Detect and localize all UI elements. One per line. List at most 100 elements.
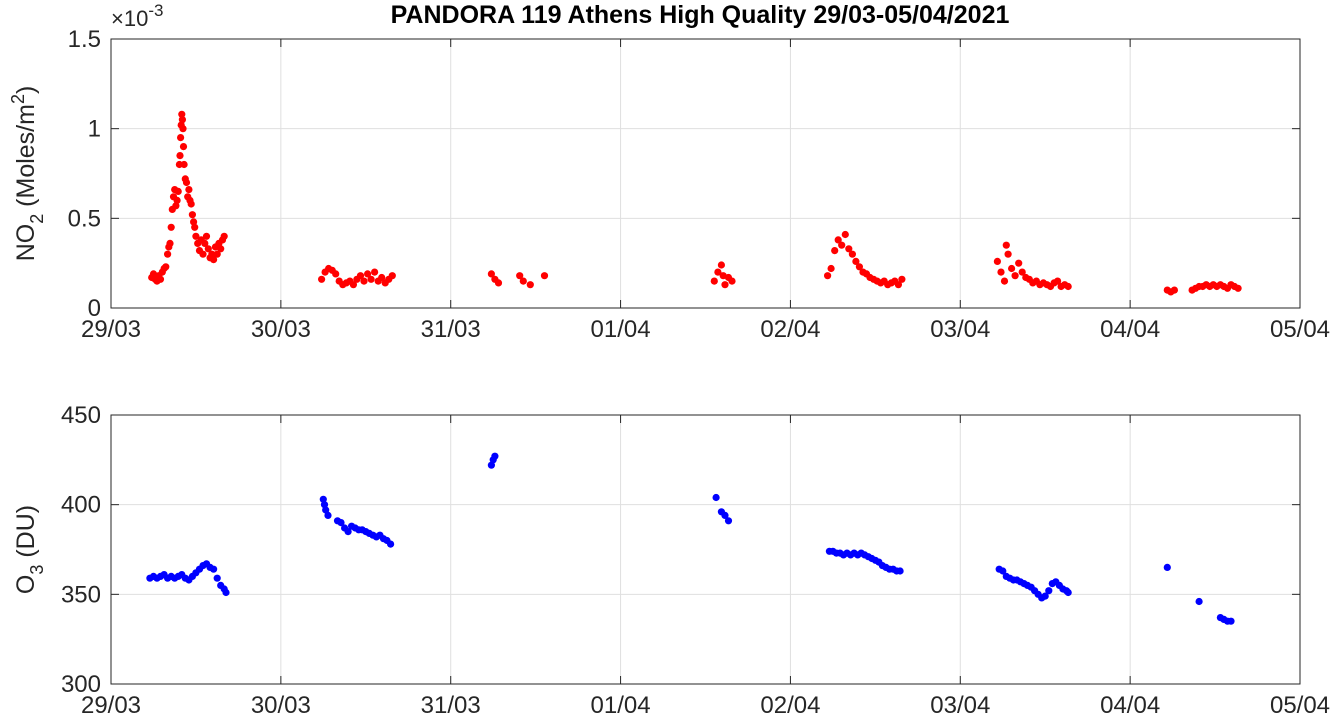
no2-exponent-label: ×10-3 bbox=[111, 1, 163, 31]
no2-data-point bbox=[180, 160, 188, 169]
no2-data-point bbox=[1004, 250, 1012, 258]
o3-xtick-label: 02/04 bbox=[760, 692, 820, 719]
no2-data-point bbox=[841, 230, 849, 239]
no2-data-point bbox=[190, 218, 198, 226]
no2-data-point bbox=[191, 223, 199, 231]
o3-data-point bbox=[1163, 563, 1171, 572]
o3-data-point bbox=[896, 567, 904, 575]
no2-xtick-label: 30/03 bbox=[251, 316, 311, 343]
o3-xtick-label: 31/03 bbox=[421, 692, 481, 719]
o3-panel: 29/03 30/03 31/03 01/04 02/04 03/04 04/04 05/04… bbox=[12, 402, 1330, 719]
no2-data-point bbox=[1054, 277, 1062, 285]
o3-data-point bbox=[222, 588, 230, 597]
no2-data-point bbox=[210, 256, 218, 264]
no2-data-point bbox=[1234, 284, 1242, 292]
no2-data-point bbox=[179, 125, 187, 133]
no2-xtick-label: 04/04 bbox=[1100, 316, 1160, 343]
no2-data-point bbox=[1002, 241, 1010, 249]
o3-data-point bbox=[712, 493, 720, 502]
no2-data-point bbox=[494, 279, 503, 287]
o3-xtick-label: 29/03 bbox=[81, 692, 141, 719]
no2-data-point bbox=[187, 200, 195, 208]
no2-data-point bbox=[356, 272, 365, 280]
no2-data-point bbox=[179, 143, 188, 151]
o3-data-point bbox=[724, 517, 733, 525]
no2-data-point bbox=[217, 245, 225, 253]
no2-data-point bbox=[162, 263, 170, 271]
no2-data-point bbox=[519, 277, 527, 285]
o3-data-point bbox=[491, 452, 499, 460]
no2-data-point bbox=[156, 275, 165, 283]
o3-data-point bbox=[213, 574, 221, 582]
no2-data-point bbox=[164, 250, 172, 258]
no2-data-point bbox=[526, 281, 534, 289]
no2-data-point bbox=[827, 264, 835, 273]
no2-data-point bbox=[714, 268, 722, 276]
no2-data-point bbox=[166, 239, 174, 247]
no2-data-point bbox=[721, 281, 729, 289]
no2-data-point bbox=[167, 223, 175, 231]
o3-ylabel: O3 (DU) bbox=[12, 505, 47, 594]
no2-data-point bbox=[220, 232, 228, 240]
no2-data-point bbox=[710, 277, 718, 285]
no2-data-point bbox=[898, 275, 906, 283]
no2-ytick-label: 0.5 bbox=[68, 205, 101, 232]
o3-ytick-label: 350 bbox=[61, 581, 101, 608]
no2-axes-box bbox=[110, 38, 1301, 309]
no2-data-point bbox=[371, 268, 379, 276]
no2-data-point bbox=[185, 186, 193, 194]
o3-data-point bbox=[344, 528, 352, 536]
no2-data-point bbox=[997, 268, 1005, 276]
no2-data-point bbox=[174, 187, 182, 195]
no2-data-point bbox=[360, 277, 368, 285]
o3-data-point bbox=[322, 506, 330, 514]
o3-axes-box bbox=[110, 414, 1301, 685]
no2-xtick-label: 05/04 bbox=[1270, 316, 1330, 343]
no2-data-point bbox=[1011, 272, 1019, 280]
no2-data-point bbox=[728, 277, 736, 285]
no2-data-point bbox=[1064, 282, 1072, 291]
no2-data-point bbox=[838, 241, 846, 249]
no2-data-point bbox=[213, 250, 221, 258]
o3-xtick-label: 04/04 bbox=[1100, 692, 1160, 719]
no2-data-point bbox=[894, 281, 903, 289]
no2-data-point bbox=[717, 261, 726, 269]
no2-ytick-label: 1 bbox=[88, 116, 101, 143]
no2-data-point bbox=[173, 196, 181, 204]
no2-xtick-label: 31/03 bbox=[421, 316, 481, 343]
o3-data-point bbox=[324, 511, 332, 519]
no2-data-point bbox=[349, 281, 357, 289]
no2-data-point bbox=[318, 275, 326, 283]
no2-data-point bbox=[848, 250, 857, 258]
o3-data-point bbox=[387, 540, 395, 548]
no2-data-point bbox=[199, 250, 207, 258]
o3-data-point bbox=[999, 567, 1007, 575]
o3-ytick-label: 400 bbox=[61, 492, 101, 519]
no2-ylabel: NO2 (Moles/m2) bbox=[8, 86, 47, 262]
o3-data-point bbox=[319, 495, 327, 503]
no2-data-point bbox=[487, 270, 495, 278]
no2-data-point bbox=[177, 134, 185, 142]
no2-data-point bbox=[831, 247, 839, 255]
no2-data-point bbox=[178, 110, 186, 118]
no2-data-point bbox=[202, 232, 211, 240]
no2-ytick-label: 0 bbox=[88, 295, 101, 322]
o3-data-point bbox=[721, 511, 729, 519]
no2-data-point bbox=[855, 263, 864, 271]
no2-data-point bbox=[516, 272, 524, 280]
o3-xtick-label: 30/03 bbox=[251, 692, 311, 719]
no2-data-point bbox=[172, 202, 180, 210]
o3-data-point bbox=[1227, 617, 1235, 625]
o3-xtick-label: 03/04 bbox=[930, 692, 990, 719]
no2-data-point bbox=[378, 273, 386, 282]
no2-data-point bbox=[178, 116, 186, 124]
no2-data-point bbox=[176, 152, 184, 160]
no2-data-point bbox=[1015, 259, 1023, 267]
no2-data-point bbox=[993, 257, 1002, 265]
no2-data-point bbox=[852, 257, 860, 265]
no2-xtick-label: 29/03 bbox=[81, 316, 141, 343]
o3-data-point bbox=[1041, 592, 1049, 600]
o3-ytick-label: 300 bbox=[61, 671, 101, 698]
no2-ytick-label: 1.5 bbox=[68, 26, 101, 53]
